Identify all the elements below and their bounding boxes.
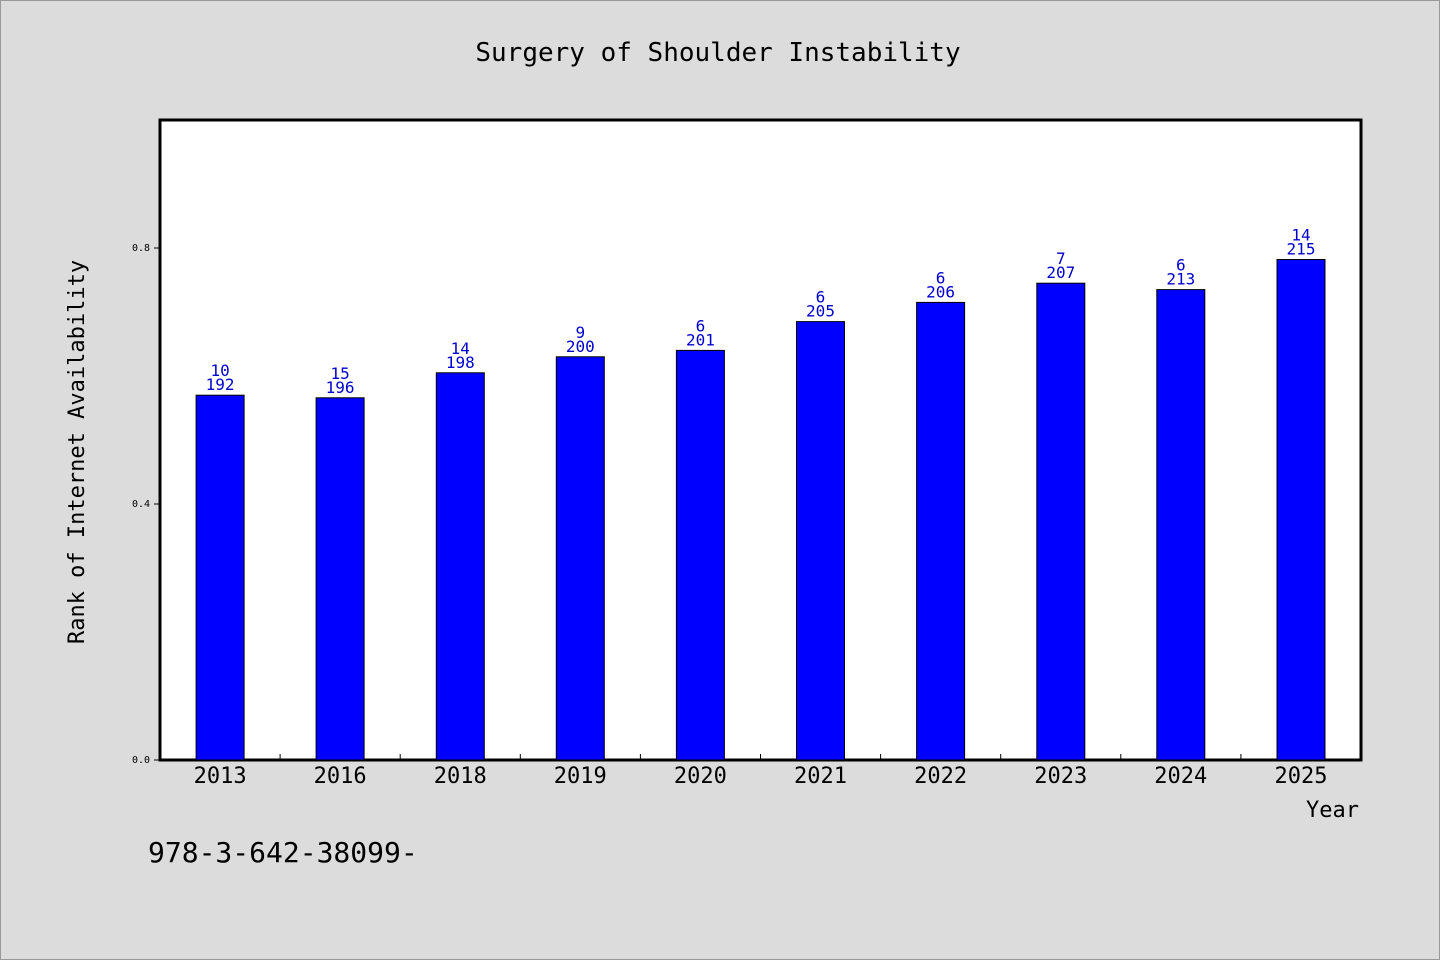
- y-axis-ticks: 0.0 0.4 0.8: [132, 243, 160, 766]
- bar-label-count: 6: [816, 288, 826, 307]
- bar-label-count: 10: [210, 361, 229, 380]
- bar-label-total: 215: [1287, 240, 1316, 259]
- x-axis-ticks: 2013 2016 2018 2019 2020 2021 2022 2023 2024 2025: [194, 754, 1328, 789]
- y-tick-label: 0.0: [132, 755, 150, 766]
- x-tick-label: 2022: [914, 764, 967, 789]
- bar-label-count: 9: [575, 323, 585, 342]
- bar-label-total: 200: [566, 337, 595, 356]
- bar: [1276, 259, 1326, 761]
- bar: [1036, 282, 1086, 761]
- bar-label-total: 205: [806, 302, 835, 321]
- bar-label-total: 201: [686, 330, 715, 349]
- bar-label-total: 206: [926, 282, 955, 301]
- x-tick-label: 2024: [1154, 764, 1207, 789]
- bar-label-total: 196: [326, 378, 355, 397]
- bar-label-total: 198: [446, 353, 475, 372]
- bar-label-count: 14: [451, 339, 470, 358]
- bar: [195, 394, 245, 761]
- bar: [555, 356, 605, 761]
- x-tick-label: 2016: [314, 764, 367, 789]
- x-tick-label: 2018: [434, 764, 487, 789]
- bar: [675, 349, 725, 761]
- bar: [916, 301, 966, 761]
- bar-label-count: 6: [936, 268, 946, 287]
- x-axis-label: Year: [1306, 798, 1359, 823]
- bar-label-total: 192: [206, 375, 235, 394]
- x-tick-label: 2019: [554, 764, 607, 789]
- bar-label-count: 6: [696, 316, 706, 335]
- x-tick-label: 2020: [674, 764, 727, 789]
- bar-label-total: 207: [1046, 263, 1075, 282]
- bar-label-count: 6: [1176, 256, 1186, 275]
- bar-label-count: 14: [1291, 226, 1310, 245]
- footer-isbn-text: 978-3-642-38099-: [148, 836, 418, 869]
- bar: [315, 397, 365, 761]
- bar-label-count: 7: [1056, 249, 1066, 268]
- chart-title: Surgery of Shoulder Instability: [475, 38, 960, 68]
- y-tick-label: 0.4: [132, 499, 150, 510]
- x-tick-label: 2013: [194, 764, 247, 789]
- bar-label-total: 213: [1166, 270, 1195, 289]
- bar: [1156, 289, 1206, 761]
- bar: [435, 372, 485, 761]
- bar-label-count: 15: [330, 364, 349, 383]
- y-tick-label: 0.8: [132, 243, 150, 254]
- bars-group: [195, 259, 1326, 761]
- bar: [796, 321, 845, 761]
- x-tick-label: 2023: [1034, 764, 1087, 789]
- x-tick-label: 2021: [794, 764, 847, 789]
- x-tick-label: 2025: [1275, 764, 1328, 789]
- y-axis-label: Rank of Internet Availability: [65, 260, 90, 644]
